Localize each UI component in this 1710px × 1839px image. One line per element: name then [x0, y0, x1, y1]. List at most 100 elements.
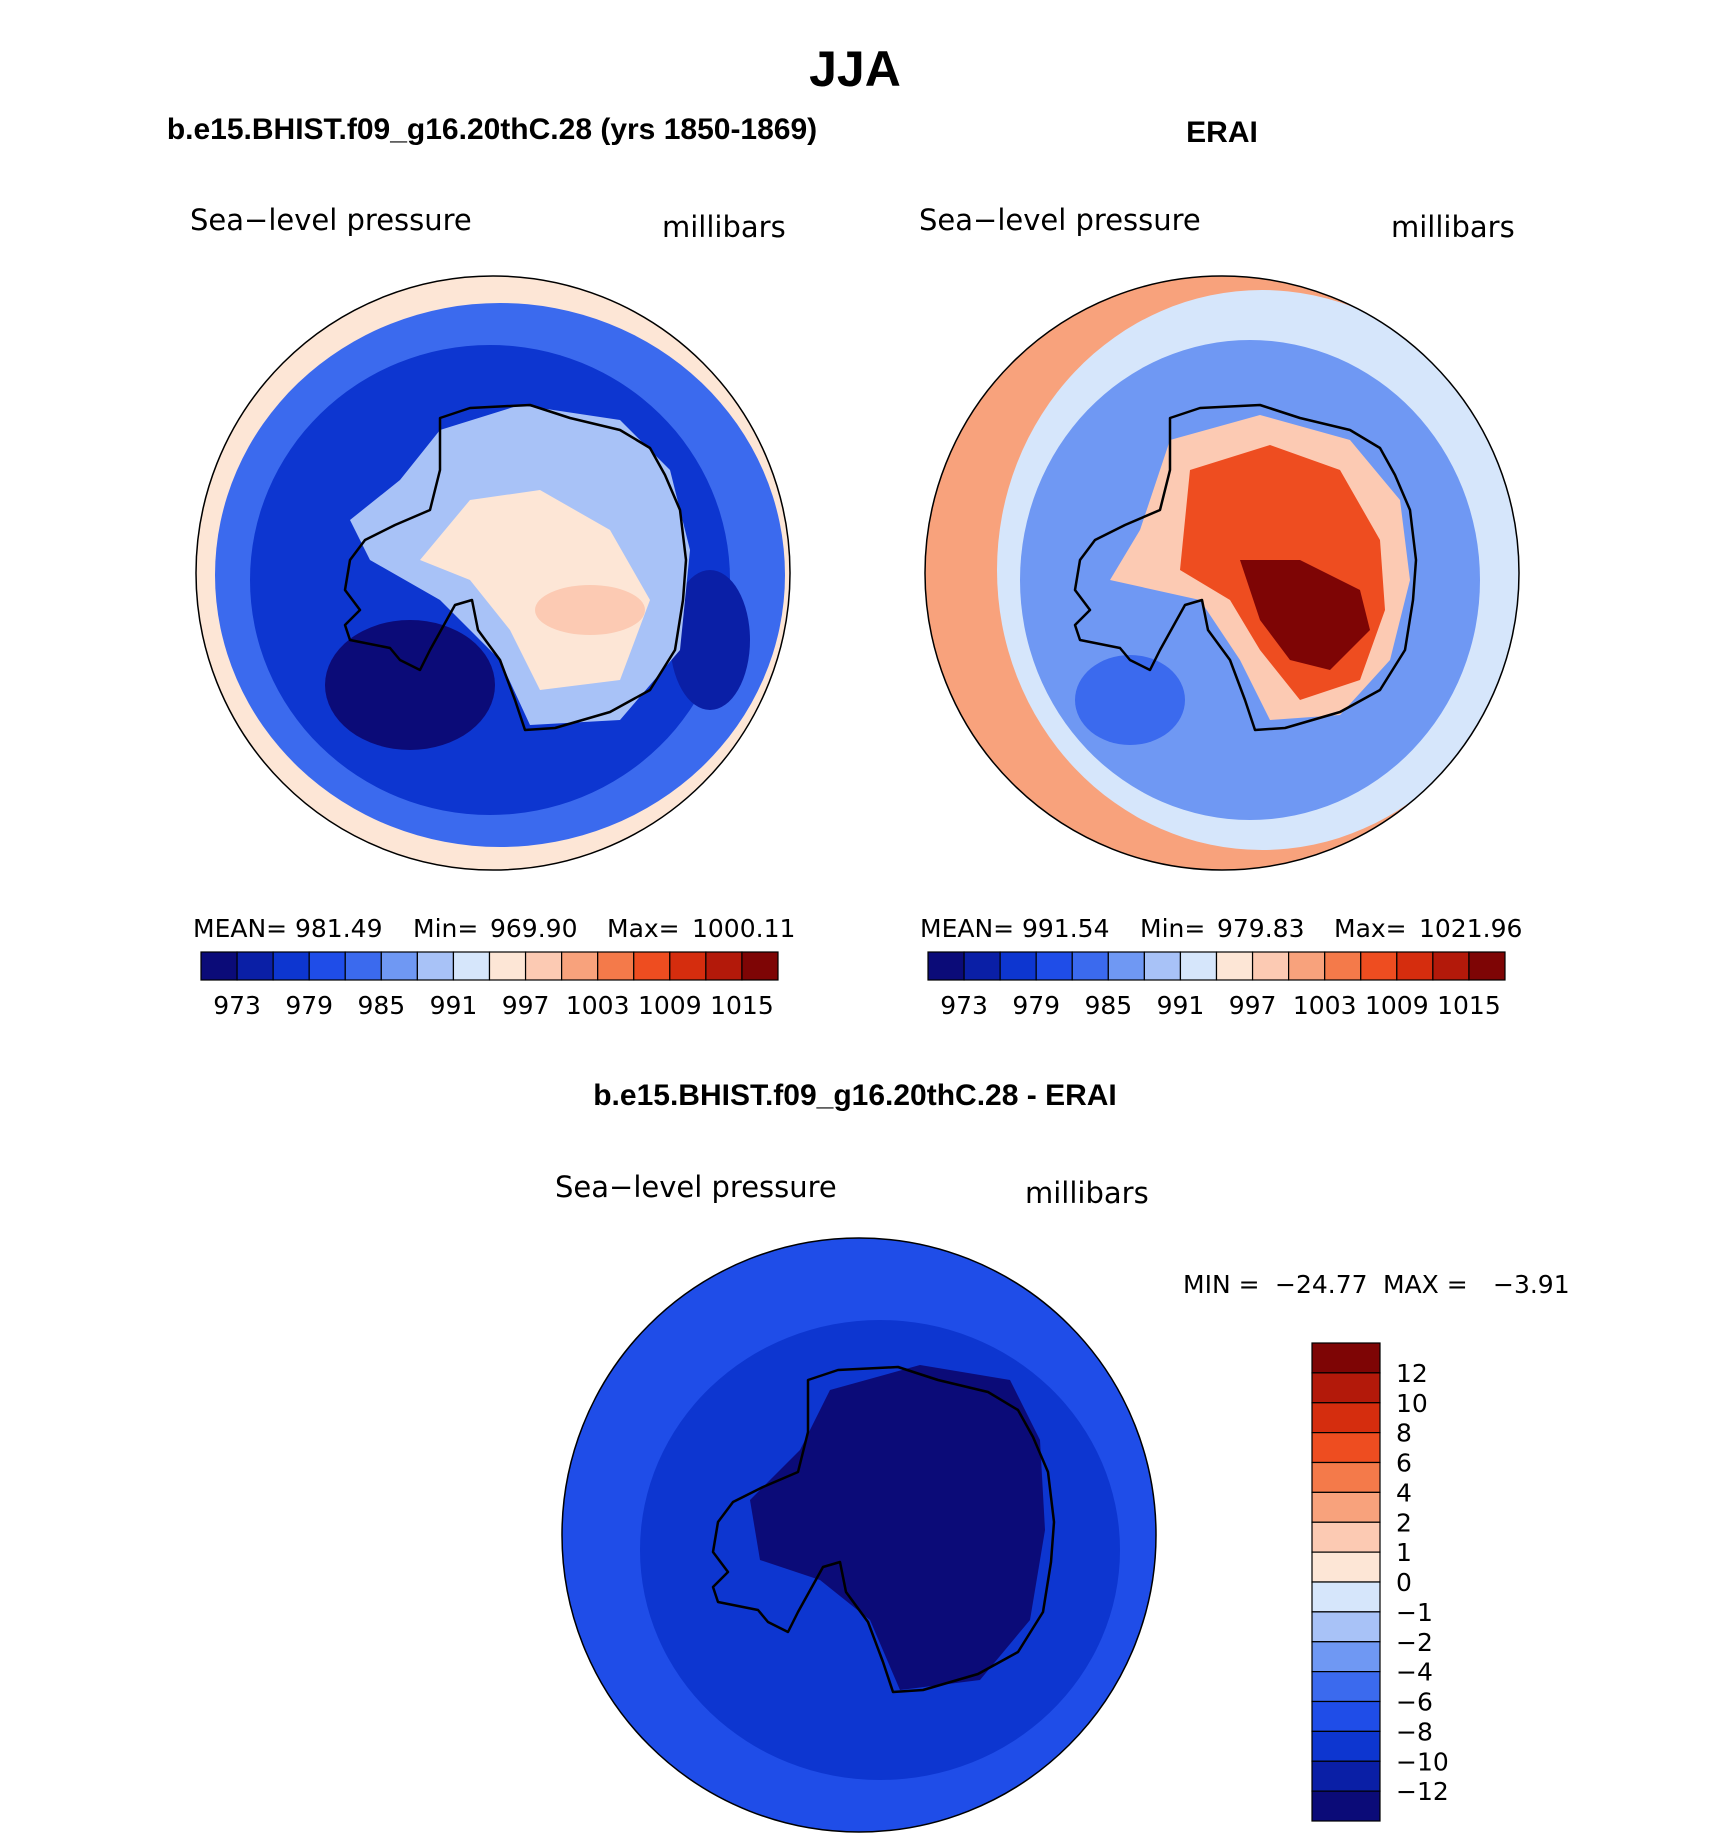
panel-a-colorbar-swatch	[741, 951, 779, 981]
panel-c-colorbar-swatch	[1311, 1402, 1381, 1434]
panel-c-colorbar-tick-label: 4	[1396, 1478, 1412, 1507]
figure-title: JJA	[809, 41, 901, 97]
panel-c-colorbar-swatch	[1311, 1432, 1381, 1464]
panel-c-colorbar-tick-label: 8	[1396, 1419, 1412, 1448]
panel-c-colorbar-swatch	[1311, 1372, 1381, 1404]
map-b-boundary	[924, 275, 1520, 871]
panel-c-colorbar-swatch	[1311, 1790, 1381, 1822]
panel-b-min-label: Min=	[1140, 914, 1205, 943]
map-a-boundary	[195, 275, 791, 871]
panel-a-min-label: Min=	[413, 914, 478, 943]
panel-b-colorbar-tick-label: 991	[1157, 991, 1205, 1020]
panel-a-colorbar-swatch	[488, 951, 527, 981]
panel-c-colorbar-tick-label: 12	[1396, 1359, 1428, 1388]
map-a-interior	[420, 490, 650, 690]
panel-c-colorbar-tick-label: 0	[1396, 1568, 1412, 1597]
panel-c-colorbar-tick-label: −4	[1396, 1658, 1433, 1687]
panel-c-colorbar-tick-label: −1	[1396, 1598, 1433, 1627]
panel-a-title: b.e15.BHIST.f09_g16.20thC.28 (yrs 1850-1…	[167, 113, 817, 146]
panel-b-title: ERAI	[1186, 116, 1258, 149]
panel-c-min-value: −24.77	[1275, 1270, 1368, 1299]
panel-c-title: b.e15.BHIST.f09_g16.20thC.28 - ERAI	[593, 1079, 1117, 1112]
panel-a-colorbar-tick-label: 997	[502, 991, 550, 1020]
panel-a-colorbar-swatch	[380, 951, 418, 981]
panel-a-colorbar-tick-label: 991	[430, 991, 478, 1020]
panel-b-colorbar-swatch	[1288, 951, 1326, 981]
map-c-continent	[750, 1365, 1045, 1690]
panel-c-field-label: Sea−level pressure	[555, 1170, 837, 1204]
panel-b-colorbar-tick-label: 1009	[1365, 991, 1429, 1020]
panel-b-colorbar-swatch	[1071, 951, 1109, 981]
panel-c-colorbar-swatch	[1311, 1671, 1381, 1703]
panel-b-colorbar-swatch	[927, 951, 965, 981]
panel-c-colorbar-tick-label: −10	[1396, 1747, 1449, 1776]
panel-c-colorbar-swatch	[1311, 1491, 1381, 1523]
panel-b-colorbar-swatch	[1215, 951, 1254, 981]
panel-c-units: millibars	[1025, 1176, 1149, 1210]
panel-b-colorbar-swatch	[963, 951, 1001, 981]
panel-c-colorbar-tick-label: 6	[1396, 1449, 1412, 1478]
panel-a-colorbar: 973 979 985 991 997 1003 1009 1015	[200, 951, 779, 1020]
panel-b-colorbar-swatch	[1107, 951, 1145, 981]
panel-a-colorbar-swatch	[416, 951, 455, 981]
panel-c-colorbar-tick-label: 10	[1396, 1389, 1428, 1418]
panel-c-min-label: MIN =	[1183, 1270, 1260, 1299]
panel-a-colorbar-swatch	[236, 951, 274, 981]
map-a-coastline	[343, 403, 688, 732]
panel-b-colorbar-swatch	[1360, 951, 1398, 981]
panel-a-colorbar-swatch	[524, 951, 563, 981]
panel-c-colorbar-swatch	[1311, 1641, 1381, 1673]
panel-b-colorbar-tick-label: 973	[940, 991, 988, 1020]
map-c-boundary	[561, 1237, 1157, 1833]
panel-b-colorbar-tick-label: 1015	[1437, 991, 1501, 1020]
panel-c-colorbar-tick-label: −6	[1396, 1688, 1433, 1717]
panel-b-colorbar-swatch	[1432, 951, 1470, 981]
panel-a-colorbar-swatch	[597, 951, 635, 981]
panel-c-colorbar-tick-label: 2	[1396, 1508, 1412, 1537]
panel-a-colorbar-tick-label: 1015	[710, 991, 774, 1020]
panel-a-max-value: 1000.11	[692, 914, 795, 943]
panel-a-mean-label: MEAN=	[193, 914, 287, 943]
map-b-coastline	[1073, 403, 1418, 732]
panel-a-colorbar-tick-label: 973	[213, 991, 261, 1020]
panel-c-colorbar-tick-label: −8	[1396, 1717, 1433, 1746]
panel-b-colorbar-tick-label: 979	[1012, 991, 1060, 1020]
panel-b-colorbar: 973 979 985 991 997 1003 1009 1015	[927, 951, 1506, 1020]
panel-c-colorbar-swatch	[1311, 1521, 1381, 1553]
panel-c-map	[561, 1237, 1157, 1833]
panel-a-colorbar-tick-label: 1003	[566, 991, 630, 1020]
panel-a-mean-value: 981.49	[295, 914, 382, 943]
panel-c-max-label: MAX =	[1383, 1270, 1468, 1299]
panel-a-colorbar-swatch	[452, 951, 491, 981]
panel-c-colorbar-swatch	[1311, 1730, 1381, 1762]
panel-b-colorbar-swatch	[1035, 951, 1073, 981]
panel-c-colorbar-swatch	[1311, 1342, 1381, 1374]
panel-b-min-value: 979.83	[1217, 914, 1304, 943]
panel-c-colorbar-tick-label: −2	[1396, 1628, 1433, 1657]
panel-a-colorbar-swatch	[344, 951, 382, 981]
panel-a-field-label: Sea−level pressure	[190, 203, 472, 237]
panel-c-colorbar-swatch	[1311, 1461, 1381, 1493]
panel-b-colorbar-swatch	[1143, 951, 1182, 981]
map-a-amundsen-low	[325, 620, 495, 750]
panel-b-max-value: 1021.96	[1419, 914, 1522, 943]
panel-b-colorbar-swatch	[1468, 951, 1506, 981]
panel-c-colorbar-swatch	[1311, 1581, 1381, 1613]
panel-a-stats: MEAN= 981.49 Min= 969.90 Max= 1000.11	[193, 914, 795, 943]
panel-a-colorbar-tick-label: 985	[357, 991, 405, 1020]
panel-b-field-label: Sea−level pressure	[919, 203, 1201, 237]
panel-a-colorbar-swatch	[272, 951, 310, 981]
panel-c-max-value: −3.91	[1493, 1270, 1570, 1299]
panel-b-colorbar-tick-label: 985	[1084, 991, 1132, 1020]
panel-c-colorbar-swatch	[1311, 1611, 1381, 1643]
panel-a-colorbar-tick-label: 979	[285, 991, 333, 1020]
panel-a-colorbar-swatch	[705, 951, 743, 981]
panel-c-colorbar-tick-label: −12	[1396, 1777, 1449, 1806]
map-a-weddell-low	[670, 570, 750, 710]
panel-a-colorbar-swatch	[633, 951, 671, 981]
panel-a-map	[195, 275, 791, 871]
panel-a-max-label: Max=	[607, 914, 680, 943]
map-a-plateau-high	[535, 585, 645, 635]
